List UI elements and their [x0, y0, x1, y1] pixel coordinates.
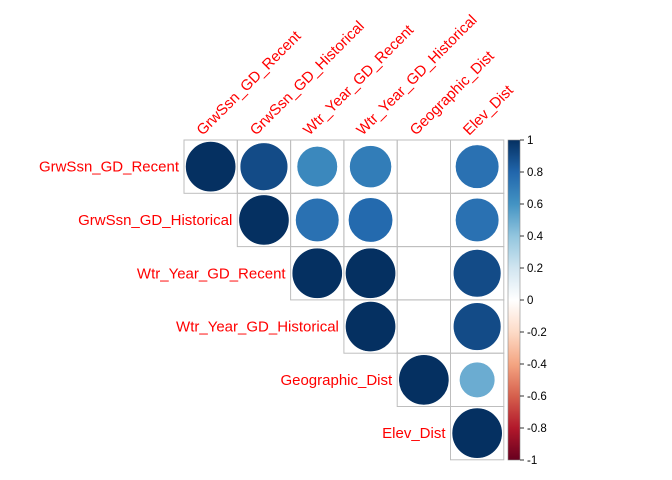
grid-cell-2-4 — [396, 246, 452, 301]
corr-circle-4-4 — [398, 354, 450, 406]
corr-circle-1-5 — [455, 197, 500, 243]
row-label-4: Geographic_Dist — [280, 372, 393, 389]
corr-circle-2-3 — [345, 247, 396, 299]
corr-circle-1-1 — [238, 194, 290, 246]
col-label-0: GrwSsn_GD_Recent — [193, 27, 305, 139]
colorbar-tick-label-1: 0.8 — [527, 167, 543, 179]
colorbar-tick-label-0: 1 — [527, 135, 533, 147]
grid-cell-1-4 — [396, 192, 452, 248]
colorbar-tick-label-5: 0 — [527, 295, 533, 307]
grid-cell-0-4 — [396, 139, 452, 194]
corr-circle-0-5 — [455, 144, 500, 189]
corr-circle-0-2 — [296, 146, 338, 188]
corr-circle-0-0 — [185, 141, 237, 193]
row-label-2: Wtr_Year_GD_Recent — [137, 265, 287, 282]
colorbar-tick-label-6: -0.2 — [527, 327, 547, 339]
grid-cell-5-5 — [450, 406, 505, 461]
corr-circle-4-5 — [459, 361, 496, 398]
row-label-5: Elev_Dist — [382, 425, 446, 442]
corr-circle-3-5 — [452, 302, 502, 351]
row-label-3: Wtr_Year_GD_Historical — [176, 319, 339, 336]
row-label-1: GrwSsn_GD_Historical — [78, 212, 232, 229]
corr-circle-2-5 — [452, 249, 502, 298]
colorbar — [507, 139, 521, 461]
colorbar-tick-label-8: -0.6 — [527, 391, 547, 403]
colorbar-tick-label-9: -0.8 — [527, 423, 547, 435]
corr-circle-2-2 — [291, 247, 343, 299]
corr-circle-1-3 — [348, 197, 394, 243]
corr-circle-5-5 — [451, 407, 503, 459]
corr-circle-0-1 — [239, 142, 289, 191]
row-label-0: GrwSsn_GD_Recent — [39, 159, 180, 176]
corr-circle-1-2 — [295, 197, 340, 243]
colorbar-tick-label-10: -1 — [527, 455, 537, 467]
colorbar-tick-label-3: 0.4 — [527, 231, 544, 243]
colorbar-tick-label-4: 0.2 — [527, 263, 543, 275]
colorbar-tick-label-2: 0.6 — [527, 199, 543, 211]
colorbar-tick-label-7: -0.4 — [527, 359, 547, 371]
grid-cell-3-4 — [396, 299, 452, 354]
corr-circle-0-3 — [349, 145, 392, 188]
col-label-5: Elev_Dist — [460, 81, 517, 138]
corr-circle-3-3 — [345, 301, 396, 352]
